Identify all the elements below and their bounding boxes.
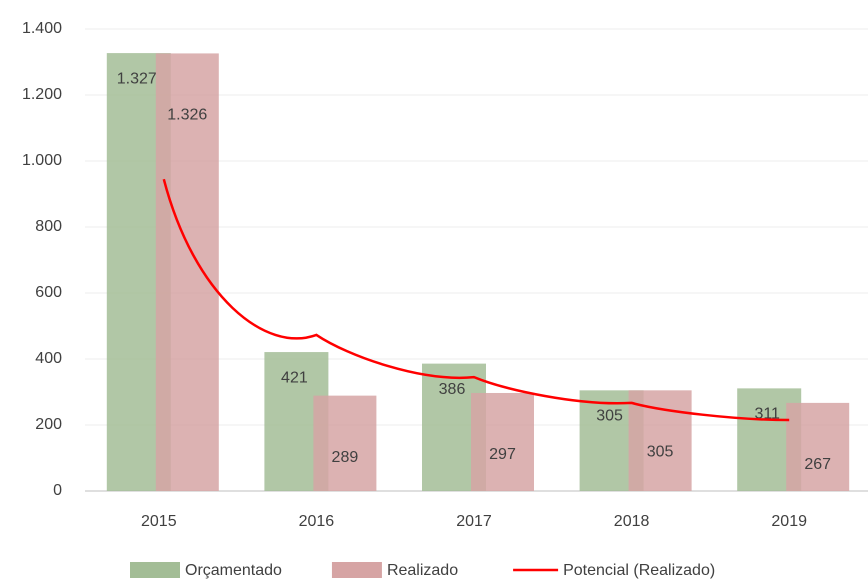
y-tick-label: 600: [35, 284, 62, 301]
x-tick-label: 2016: [299, 513, 335, 530]
legend-swatch: [331, 562, 382, 578]
data-label: 305: [596, 408, 623, 425]
legend-swatch: [130, 562, 180, 578]
bar: [471, 392, 534, 491]
data-label: 1.326: [167, 107, 207, 124]
legend-label: Realizado: [387, 562, 458, 579]
y-tick-label: 1.400: [22, 20, 62, 37]
data-label: 386: [439, 381, 466, 398]
y-tick-label: 800: [35, 218, 62, 235]
y-tick-label: 1.200: [22, 86, 62, 103]
bar: [786, 402, 850, 491]
x-tick-label: 2015: [141, 513, 177, 530]
y-tick-label: 200: [35, 416, 62, 433]
data-label: 305: [647, 444, 674, 461]
y-tick-label: 400: [35, 350, 62, 367]
y-tick-label: 0: [53, 482, 62, 499]
data-label: 267: [804, 456, 831, 473]
x-tick-label: 2019: [771, 513, 807, 530]
x-tick-label: 2018: [614, 513, 650, 530]
data-label: 289: [332, 449, 359, 466]
trend-line: [162, 178, 790, 422]
data-label: 1.327: [117, 70, 157, 87]
legend-label: Orçamentado: [185, 562, 282, 579]
data-label: 421: [281, 369, 308, 386]
legend-label: Potencial (Realizado): [563, 562, 715, 579]
data-label: 297: [489, 446, 516, 463]
bar: [628, 390, 692, 491]
x-tick-label: 2017: [456, 513, 492, 530]
bar: [155, 53, 219, 492]
bar: [313, 395, 377, 491]
y-tick-label: 1.000: [22, 152, 62, 169]
